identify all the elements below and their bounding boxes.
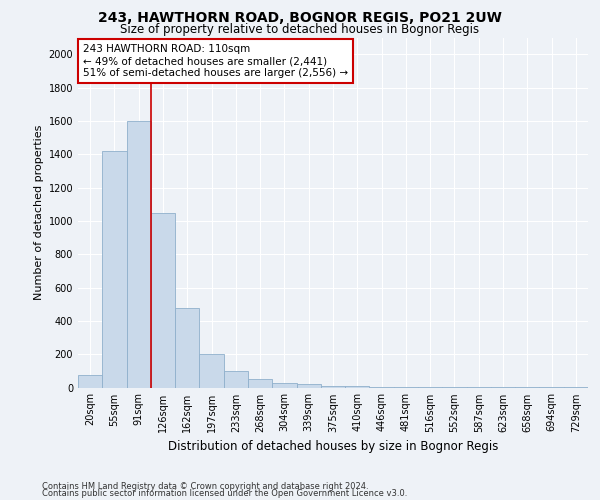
Bar <box>418 387 442 388</box>
Y-axis label: Number of detached properties: Number of detached properties <box>34 125 44 300</box>
Bar <box>442 387 467 388</box>
Bar <box>296 384 321 388</box>
Bar <box>151 212 175 388</box>
Bar <box>345 386 370 388</box>
Bar <box>248 379 272 388</box>
Text: Contains public sector information licensed under the Open Government Licence v3: Contains public sector information licen… <box>42 488 407 498</box>
Bar <box>127 121 151 388</box>
Bar <box>272 382 296 388</box>
Bar <box>394 386 418 388</box>
Bar <box>78 375 102 388</box>
Bar <box>224 371 248 388</box>
Text: Contains HM Land Registry data © Crown copyright and database right 2024.: Contains HM Land Registry data © Crown c… <box>42 482 368 491</box>
Bar <box>370 386 394 388</box>
Bar <box>175 308 199 388</box>
X-axis label: Distribution of detached houses by size in Bognor Regis: Distribution of detached houses by size … <box>168 440 498 453</box>
Bar <box>321 386 345 388</box>
Bar <box>102 151 127 388</box>
Bar <box>199 354 224 388</box>
Text: 243, HAWTHORN ROAD, BOGNOR REGIS, PO21 2UW: 243, HAWTHORN ROAD, BOGNOR REGIS, PO21 2… <box>98 11 502 25</box>
Text: 243 HAWTHORN ROAD: 110sqm
← 49% of detached houses are smaller (2,441)
51% of se: 243 HAWTHORN ROAD: 110sqm ← 49% of detac… <box>83 44 348 78</box>
Text: Size of property relative to detached houses in Bognor Regis: Size of property relative to detached ho… <box>121 22 479 36</box>
